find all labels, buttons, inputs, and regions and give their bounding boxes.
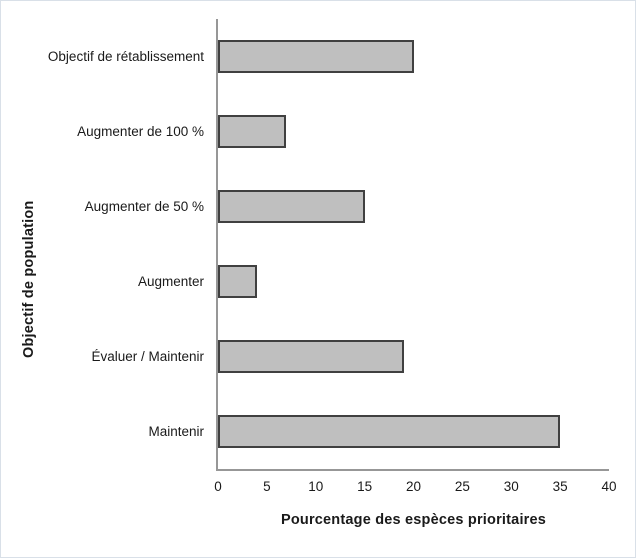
x-tick-label: 35 — [552, 479, 568, 494]
bar-row: Évaluer / Maintenir — [1, 319, 609, 394]
bar-track — [218, 265, 609, 298]
x-axis-line — [216, 469, 609, 471]
x-axis-title: Pourcentage des espèces prioritaires — [280, 512, 547, 528]
bar — [218, 190, 365, 223]
category-label: Augmenter — [137, 274, 204, 289]
bar-track — [218, 40, 609, 73]
x-tick-label: 30 — [503, 479, 519, 494]
y-axis-line — [216, 19, 218, 471]
category-label: Objectif de rétablissement — [47, 49, 204, 64]
x-tick-label: 15 — [357, 479, 373, 494]
x-tick-label: 10 — [308, 479, 324, 494]
bar — [218, 115, 287, 148]
x-axis-ticks: 0 5 10 15 20 25 30 35 40 — [214, 479, 616, 497]
bar — [218, 265, 258, 298]
bar-row: Augmenter de 100 % — [1, 94, 609, 169]
x-tick-label: 40 — [601, 479, 617, 494]
category-label: Augmenter de 100 % — [77, 124, 204, 139]
category-label: Évaluer / Maintenir — [91, 349, 204, 364]
bar — [218, 40, 414, 73]
x-tick-label: 0 — [214, 479, 222, 494]
category-label: Augmenter de 50 % — [84, 199, 204, 214]
bar-track — [218, 340, 609, 373]
bar-track — [218, 190, 609, 223]
bar — [218, 340, 404, 373]
x-tick-label: 25 — [454, 479, 470, 494]
bar-track — [218, 115, 609, 148]
plot-area: Objectif de rétablissement Augmenter de … — [1, 19, 609, 471]
bar-row: Augmenter de 50 % — [1, 169, 609, 244]
bar-row: Objectif de rétablissement — [1, 19, 609, 94]
x-tick-label: 5 — [263, 479, 271, 494]
category-label: Maintenir — [148, 424, 204, 439]
bar-row: Augmenter — [1, 244, 609, 319]
bar-track — [218, 415, 609, 448]
x-tick-label: 20 — [405, 479, 422, 494]
bar — [218, 415, 561, 448]
bar-rows: Objectif de rétablissement Augmenter de … — [1, 19, 609, 469]
bar-row: Maintenir — [1, 394, 609, 469]
